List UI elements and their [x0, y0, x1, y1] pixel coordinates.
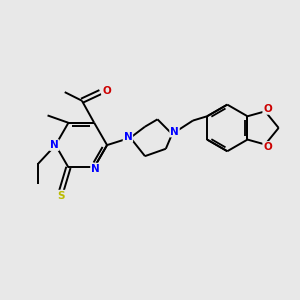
Text: N: N: [170, 127, 179, 136]
Text: O: O: [102, 86, 111, 96]
Text: N: N: [124, 131, 132, 142]
Text: N: N: [50, 140, 59, 150]
Text: O: O: [263, 142, 272, 152]
Text: N: N: [91, 164, 100, 174]
Text: O: O: [263, 104, 272, 114]
Text: S: S: [57, 190, 65, 201]
